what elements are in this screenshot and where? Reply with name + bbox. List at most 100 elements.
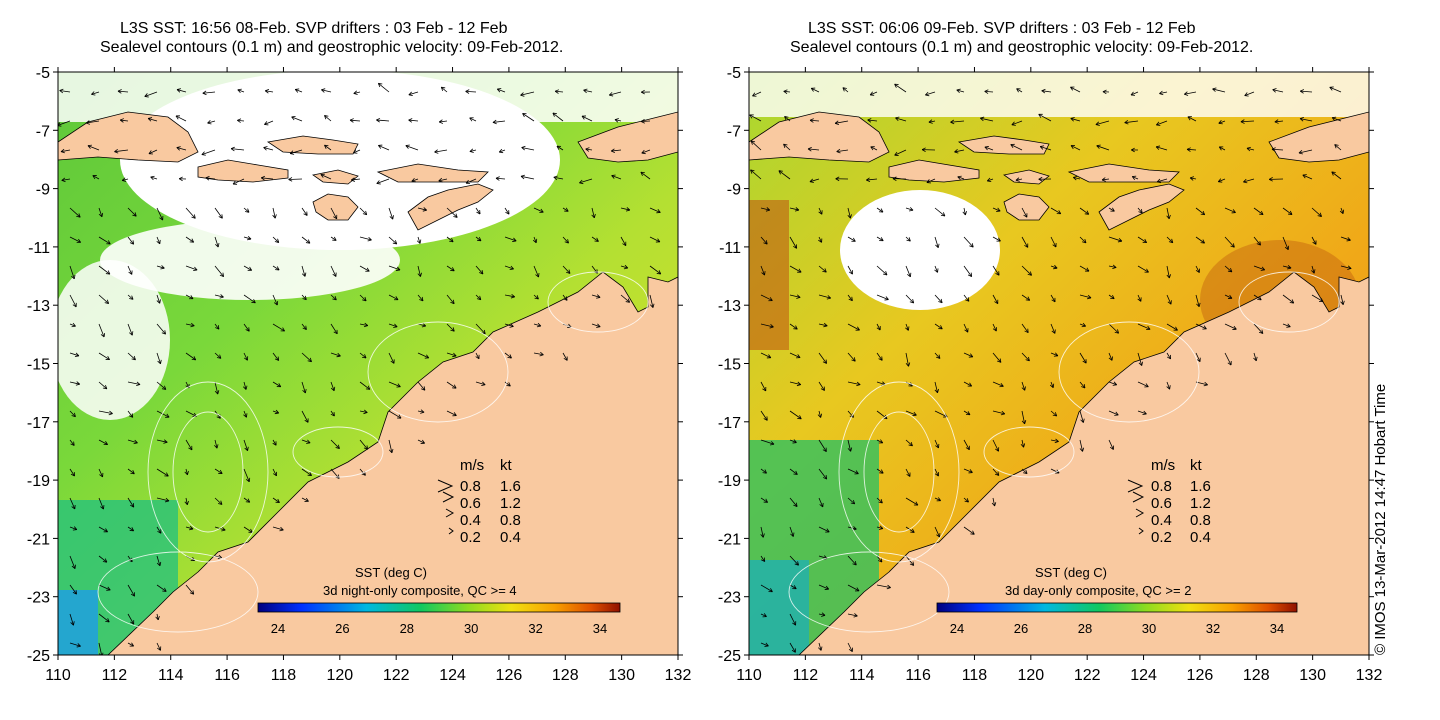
lon-tick-label: 126 [496,667,523,684]
legend-row-kt: 0.4 [1190,529,1211,546]
lon-tick-label: 128 [1243,667,1270,684]
colorbar-tick-label: 32 [528,621,542,636]
lat-axis-right: -5 -7 -9 -11 -13 -15 -17 -19 -21 -23 -25 [718,65,1374,665]
colorbar-title: SST (deg C) [1035,565,1107,580]
panel-right-title-line1: L3S SST: 06:06 09-Feb. SVP drifters : 03… [808,20,1196,37]
colorbar-tick-label: 28 [1078,621,1092,636]
colorbar-right: SST (deg C) 3d day-only composite, QC >=… [936,565,1298,636]
lon-tick-label: 126 [1187,667,1214,684]
velocity-vectors-right [749,83,1352,653]
lat-tick-label: -21 [718,531,741,548]
lat-tick-label: -19 [27,473,50,490]
lon-tick-label: 132 [1356,667,1383,684]
panel-left-title-line1: L3S SST: 16:56 08-Feb. SVP drifters : 03… [120,20,508,37]
lat-tick-label: -11 [28,240,50,257]
lon-tick-label: 114 [158,667,184,684]
lat-tick-label: -9 [727,182,741,199]
lat-tick-label: -9 [36,182,50,199]
lat-tick-label: -13 [27,298,50,315]
sst-map-left: -5 -7 -9 -11 -13 -15 -17 -19 -21 -23 -25 110 112 114… [27,65,692,684]
sst-map-right: -5 -7 -9 -11 -13 -15 -17 -19 -21 -23 -25 110 112 114… [718,65,1383,684]
legend-ms-header: m/s [1151,457,1175,474]
lon-tick-label: 116 [214,667,240,684]
lon-tick-label: 120 [1017,667,1044,684]
legend-row-kt: 1.2 [1190,495,1211,512]
colorbar-tick-label: 26 [1014,621,1028,636]
lon-tick-label: 118 [271,667,297,684]
lat-tick-label: -23 [27,590,50,607]
colorbar-tick-label: 34 [1270,621,1284,636]
legend-row-ms: 0.8 [460,478,481,495]
lon-tick-label: 130 [608,667,635,684]
lat-tick-label: -5 [727,65,741,82]
colorbar-tick-label: 30 [464,621,478,636]
colorbar-subtitle: 3d night-only composite, QC >= 4 [323,583,517,598]
lon-tick-label: 132 [665,667,692,684]
legend-row-ms: 0.4 [1151,512,1172,529]
velocity-legend-right: m/s kt 0.8 1.6 0.6 1.2 0.4 0.8 0.2 0.4 [1127,457,1211,546]
legend-kt-header: kt [1190,457,1203,474]
lat-tick-label: -25 [27,648,50,665]
lat-tick-label: -21 [27,531,50,548]
sealevel-contours-right [788,271,1340,633]
sealevel-contours-left [97,271,649,633]
legend-row-ms: 0.2 [1151,529,1172,546]
lat-tick-label: -19 [718,473,741,490]
lon-tick-label: 130 [1299,667,1326,684]
lat-axis-left: -5 -7 -9 -11 -13 -15 -17 -19 -21 -23 -25 [27,65,683,665]
velocity-legend-left: m/s kt 0.8 1.6 0.6 1.2 0.4 0.8 0.2 0.4 [437,457,521,546]
velocity-vectors-left [58,82,662,655]
legend-row-ms: 0.6 [1151,495,1172,512]
colorbar-tick-label: 24 [950,621,964,636]
lon-tick-label: 128 [552,667,579,684]
lon-tick-label: 114 [849,667,875,684]
legend-row-ms: 0.2 [460,529,481,546]
lon-axis-left: 110 112 114 116 118 120 122 124 126 128 130 132 [45,67,691,684]
colorbar-tick-label: 26 [335,621,349,636]
lon-tick-label: 110 [736,667,762,684]
legend-row-ms: 0.4 [460,512,481,529]
lat-tick-label: -23 [718,590,741,607]
panel-left-title-line2: Sealevel contours (0.1 m) and geostrophi… [100,39,564,56]
lat-tick-label: -5 [36,65,50,82]
lat-tick-label: -15 [27,357,50,374]
legend-row-kt: 1.2 [500,495,521,512]
colorbar-tick-label: 34 [593,621,607,636]
lon-tick-label: 122 [1074,667,1101,684]
legend-row-kt: 1.6 [500,478,521,495]
lat-tick-label: -11 [719,240,741,257]
legend-row-kt: 0.4 [500,529,521,546]
panel-right-title-line2: Sealevel contours (0.1 m) and geostrophi… [790,39,1254,56]
lat-tick-label: -25 [718,648,741,665]
lat-tick-label: -17 [718,415,741,432]
legend-row-kt: 0.8 [1190,512,1211,529]
colorbar-tick-label: 32 [1206,621,1220,636]
legend-kt-header: kt [500,457,513,474]
legend-ms-header: m/s [460,457,484,474]
lon-tick-label: 120 [326,667,353,684]
lon-tick-label: 116 [905,667,931,684]
lon-tick-label: 122 [383,667,410,684]
legend-row-ms: 0.6 [460,495,481,512]
lon-tick-label: 118 [962,667,988,684]
lat-tick-label: -15 [718,357,741,374]
colorbar-tick-label: 24 [271,621,285,636]
lon-tick-label: 124 [439,667,466,684]
lon-tick-label: 110 [45,667,71,684]
lat-tick-label: -7 [727,123,741,140]
lon-tick-label: 112 [102,667,128,684]
lon-tick-label: 112 [793,667,819,684]
lat-tick-label: -13 [718,298,741,315]
lat-tick-label: -17 [27,415,50,432]
colorbar-title: SST (deg C) [355,565,427,580]
colorbar-subtitle: 3d day-only composite, QC >= 2 [1005,583,1191,598]
lon-axis-right: 110 112 114 116 118 120 122 124 126 128 130 132 [736,67,1382,684]
lon-tick-label: 124 [1130,667,1157,684]
legend-row-kt: 0.8 [500,512,521,529]
cloud-mask-right [840,190,1000,310]
colorbar-tick-label: 30 [1142,621,1156,636]
legend-row-kt: 1.6 [1190,478,1211,495]
lat-tick-label: -7 [36,123,50,140]
copyright-notice: © IMOS 13-Mar-2012 14:47 Hobart Time [1372,383,1389,655]
